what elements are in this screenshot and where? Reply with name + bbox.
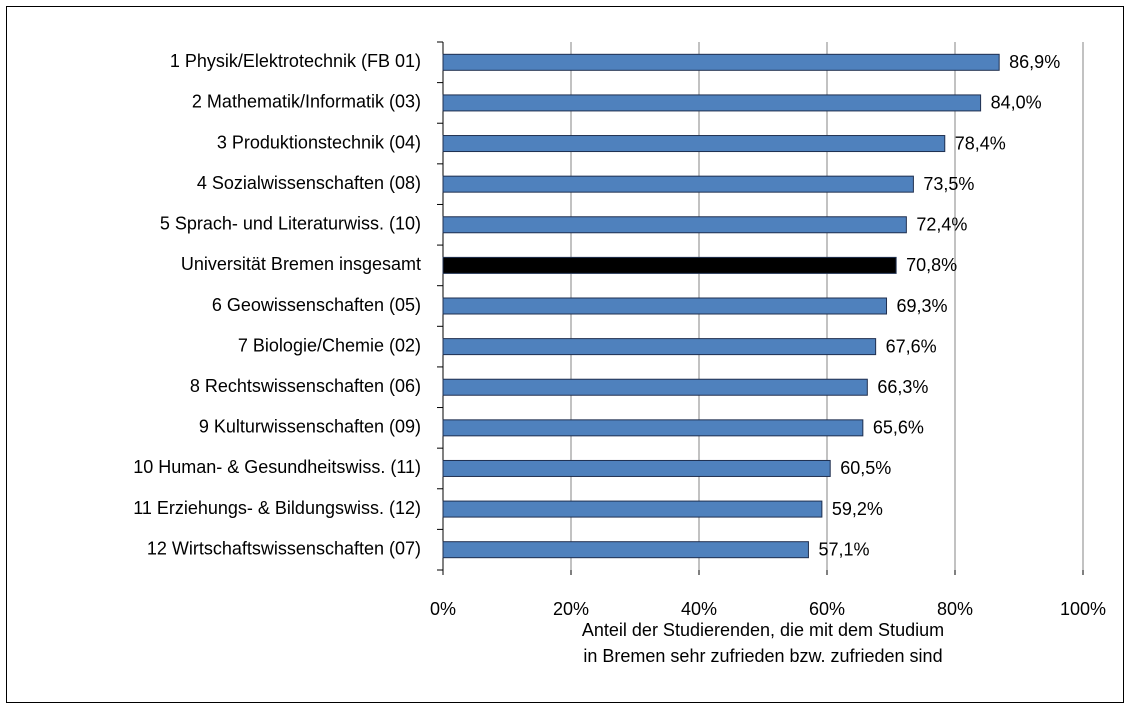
value-label: 65,6% xyxy=(873,418,924,438)
x-tick-label: 40% xyxy=(681,599,717,619)
y-tick-label: 5 Sprach- und Literaturwiss. (10) xyxy=(160,214,421,234)
y-tick-label: 7 Biologie/Chemie (02) xyxy=(238,335,421,355)
bar xyxy=(442,419,864,437)
y-tick-label: 6 Geowissenschaften (05) xyxy=(212,295,421,315)
y-tick-label: 1 Physik/Elektrotechnik (FB 01) xyxy=(170,51,421,71)
x-axis-label: in Bremen sehr zufrieden bzw. zufrieden … xyxy=(583,646,942,666)
y-tick-label: Universität Bremen insgesamt xyxy=(181,254,421,274)
x-tick-label: 100% xyxy=(1060,599,1106,619)
value-label: 66,3% xyxy=(877,377,928,397)
value-label: 69,3% xyxy=(897,296,948,316)
bar xyxy=(442,175,914,193)
y-tick-label: 10 Human- & Gesundheitswiss. (11) xyxy=(133,457,421,477)
x-tick-label: 60% xyxy=(809,599,845,619)
value-label: 67,6% xyxy=(886,336,937,356)
bar xyxy=(442,94,982,112)
y-tick-label: 9 Kulturwissenschaften (09) xyxy=(199,417,421,437)
value-label: 73,5% xyxy=(923,174,974,194)
value-label: 84,0% xyxy=(991,93,1042,113)
x-tick-label: 0% xyxy=(430,599,456,619)
y-tick-label: 4 Sozialwissenschaften (08) xyxy=(197,173,421,193)
bar xyxy=(442,135,946,153)
value-label: 86,9% xyxy=(1009,52,1060,72)
bar xyxy=(442,256,897,274)
value-label: 59,2% xyxy=(832,499,883,519)
y-tick-label: 8 Rechtswissenschaften (06) xyxy=(190,376,421,396)
x-axis-label: Anteil der Studierenden, die mit dem Stu… xyxy=(582,620,944,640)
x-tick-label: 20% xyxy=(553,599,589,619)
y-tick-label: 12 Wirtschaftswissenschaften (07) xyxy=(147,538,421,558)
bar xyxy=(442,216,907,234)
bar xyxy=(442,541,809,559)
value-label: 70,8% xyxy=(906,255,957,275)
y-tick-label: 11 Erziehungs- & Bildungswiss. (12) xyxy=(133,498,421,518)
value-label: 57,1% xyxy=(818,539,869,559)
bar xyxy=(442,378,868,396)
value-label: 78,4% xyxy=(955,133,1006,153)
y-tick-label: 2 Mathematik/Informatik (03) xyxy=(192,92,421,112)
value-label: 72,4% xyxy=(916,215,967,235)
bar xyxy=(442,459,831,477)
x-tick-label: 80% xyxy=(937,599,973,619)
y-tick-label: 3 Produktionstechnik (04) xyxy=(217,132,421,152)
bar xyxy=(442,297,888,315)
bar xyxy=(442,500,823,518)
value-label: 60,5% xyxy=(840,458,891,478)
bar xyxy=(442,53,1000,71)
bar xyxy=(442,338,877,356)
